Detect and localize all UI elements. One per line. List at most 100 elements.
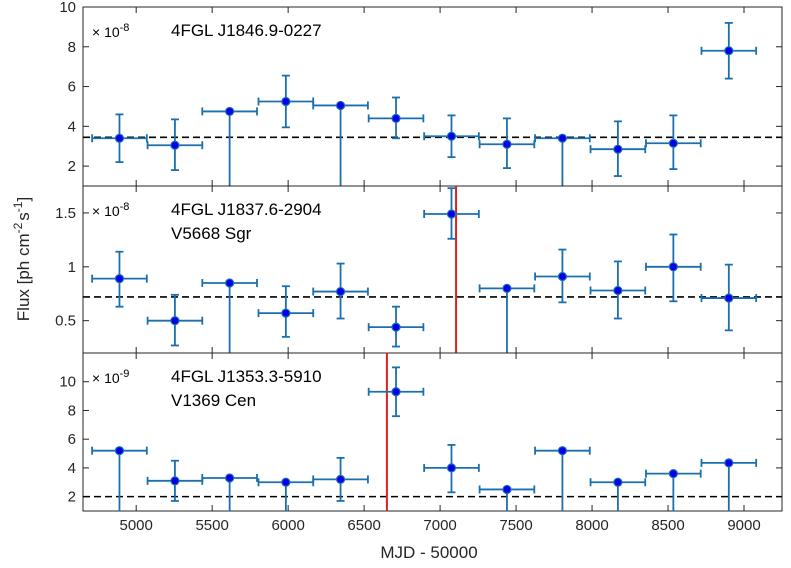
x-tick-label: 7000 [423,517,456,534]
y-tick-label: 2 [68,158,76,175]
source-name: 4FGL J1837.6-2904 [171,200,322,219]
flux-marker [335,474,346,484]
x-axis-label: MJD - 50000 [380,543,477,562]
source-name: 4FGL J1846.9-0227 [171,21,322,40]
scale-factor-exponent: -8 [120,201,130,213]
data-point [534,133,591,186]
flux-marker [446,209,457,219]
flux-marker [502,484,512,495]
y-tick-label: 4 [68,460,76,477]
data-point [589,477,647,511]
data-point [534,446,591,511]
flux-marker [391,387,401,397]
data-point [423,444,480,494]
flux-marker [170,316,180,326]
flux-marker [225,473,235,483]
y-tick-label: 6 [68,431,76,448]
panel-top: 2 4 6 8 10 × 10-8 4FGL J1846.9-0227 [59,0,783,187]
y-axis-label-exp2: -1 [11,201,25,212]
y-tick-label: 8 [68,402,76,419]
x-tick-label: 8000 [575,517,608,534]
data-point [257,477,315,511]
data-point [257,285,315,338]
flux-marker [446,463,457,473]
data-point [367,366,425,418]
data-point [91,250,148,308]
data-point [478,117,536,170]
flux-marker [613,144,623,154]
data-point [700,22,758,80]
data-point [645,114,702,170]
scale-factor-exponent: -9 [120,368,130,380]
y-tick-label: 0.5 [55,313,76,330]
panel-frame [82,6,783,187]
flux-marker [724,293,734,303]
data-point [146,118,204,171]
flux-marker [724,46,734,56]
flux-marker [281,477,291,487]
scale-factor-base: × 10 [92,24,120,40]
data-point [423,114,480,159]
flux-marker [114,274,125,284]
flux-marker [391,322,401,332]
y-tick-label: 8 [68,39,76,56]
panel-middle: 0.5 1 1.5 × 10-8 4FGL J1837.6-2904 V5668 Sgr [55,185,783,354]
y-axis-label-exp1: -2 [11,222,25,233]
data-point [367,96,425,140]
flux-marker [668,138,678,148]
data-point [589,120,647,177]
data-point [201,278,258,353]
data-point [91,113,148,164]
y-tick-label: 4 [68,118,76,135]
flux-marker [613,285,623,296]
data-point [700,263,758,332]
flux-marker [391,113,401,123]
panel-frame [82,352,783,512]
flux-marker [281,308,291,318]
x-tick-label: 5500 [195,517,228,534]
flux-marker [446,131,457,141]
y-axis-label-close: ] [14,197,33,202]
flux-marker [557,133,568,143]
nova-name: V5668 Sgr [171,224,252,243]
data-point [146,459,204,502]
flux-marker [225,106,235,117]
data-point [91,446,148,511]
y-tick-label: 1.5 [55,205,76,222]
data-point [534,248,591,304]
flux-marker [335,286,346,297]
y-tick-label: 6 [68,79,76,96]
data-point [312,456,369,502]
x-tick-label: 9000 [727,517,760,534]
x-tick-label: 6000 [271,517,304,534]
nova-name: V1369 Cen [171,391,256,410]
data-point [367,305,425,348]
flux-marker [668,262,678,272]
flux-marker [225,278,235,288]
y-axis-label-main: Flux [ph cm [14,233,33,321]
scale-factor: × 10-9 [92,368,129,386]
source-name: 4FGL J1353.3-5910 [171,367,322,386]
y-tick-label: 10 [59,0,76,16]
data-point [201,473,258,511]
data-point [312,262,369,320]
panel-bottom: 2 4 6 8 10 5000 5500 6000 6500 7000 7500 8000 8500 90… [59,352,783,534]
x-tick-label: 5000 [119,517,152,534]
data-point [312,100,369,186]
y-tick-label: 2 [68,489,76,506]
flux-marker [502,139,512,149]
flux-marker [114,446,125,456]
flux-marker [724,458,734,468]
flux-marker [281,96,291,107]
data-point [146,293,204,347]
data-point [423,187,480,240]
y-axis-label-s: s [14,212,33,221]
data-point [478,484,536,511]
scale-factor-base: × 10 [92,203,120,219]
scale-factor: × 10-8 [92,22,129,40]
y-tick-label: 1 [68,259,76,276]
flux-marker [114,133,125,143]
flux-marker [170,476,180,486]
flux-marker [668,469,678,479]
